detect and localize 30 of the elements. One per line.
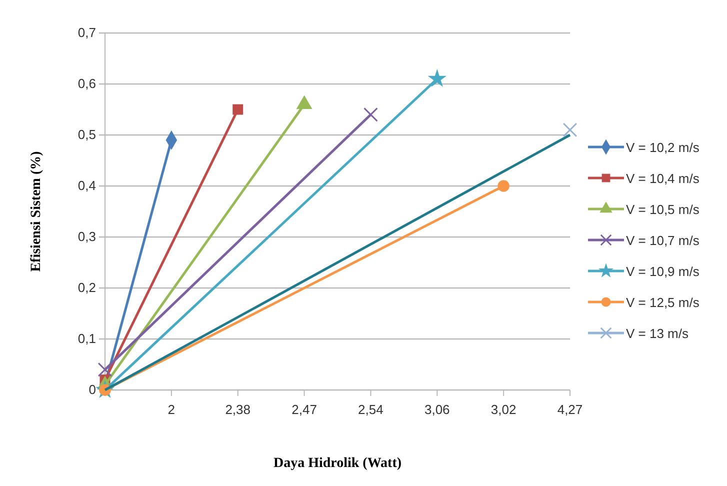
legend-label: V = 10,4 m/s xyxy=(626,171,700,186)
y-tick-label: 0,2 xyxy=(78,280,96,296)
x-tick-label: 3,06 xyxy=(424,402,450,417)
legend-label: V = 10,9 m/s xyxy=(626,264,700,279)
point xyxy=(364,107,378,122)
legend-label: V = 10,5 m/s xyxy=(626,202,700,217)
legend-label: V = 13 m/s xyxy=(626,326,689,341)
y-tick-label: 0,3 xyxy=(78,229,96,244)
y-axis-title: Efisiensi Sistem (%) xyxy=(29,150,44,272)
x-axis-title: Daya Hidrolik (Watt) xyxy=(273,456,402,471)
x-tick-label: 2,54 xyxy=(358,402,384,417)
point xyxy=(562,122,578,138)
y-tick-label: 0 xyxy=(88,382,96,398)
legend-label: V = 10,2 m/s xyxy=(626,140,700,155)
legend-label: V = 10,7 m/s xyxy=(626,233,700,248)
point xyxy=(98,362,112,377)
x-tick-label: 2,47 xyxy=(292,402,317,417)
y-tick-label: 0,1 xyxy=(78,331,96,346)
y-tick-label: 0,6 xyxy=(78,76,96,92)
y-tick-label: 0,5 xyxy=(78,127,96,142)
x-tick-label: 3,02 xyxy=(490,402,516,417)
point xyxy=(428,69,447,87)
legend-label: V = 12,5 m/s xyxy=(626,295,700,310)
x-tick-label: 2 xyxy=(168,402,176,417)
y-tick-label: 0,7 xyxy=(78,25,96,40)
point xyxy=(498,180,510,192)
y-tick-label: 0,4 xyxy=(78,178,96,194)
x-tick-label: 4,27 xyxy=(557,402,583,417)
x-tick-label: 2,38 xyxy=(225,402,251,417)
point xyxy=(232,104,244,115)
